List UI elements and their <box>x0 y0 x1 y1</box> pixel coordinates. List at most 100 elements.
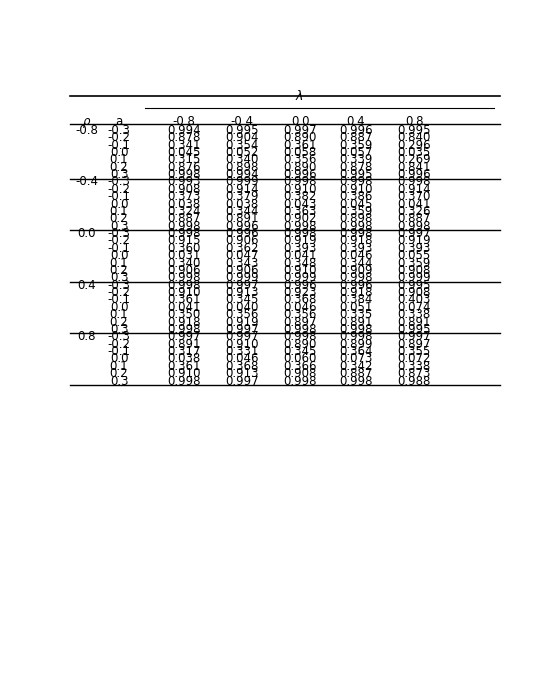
Text: 0.898: 0.898 <box>225 161 259 174</box>
Text: 0.876: 0.876 <box>167 161 201 174</box>
Text: 0.913: 0.913 <box>225 367 259 380</box>
Text: 0.382: 0.382 <box>284 190 317 203</box>
Text: 0.998: 0.998 <box>167 375 201 387</box>
Text: 0.890: 0.890 <box>284 161 317 174</box>
Text: a: a <box>116 115 123 128</box>
Text: 0.361: 0.361 <box>283 139 317 151</box>
Text: ρ: ρ <box>83 115 91 128</box>
Text: 0.909: 0.909 <box>339 264 373 277</box>
Text: 0.919: 0.919 <box>283 235 317 248</box>
Text: 0.998: 0.998 <box>167 279 201 291</box>
Text: -0.8: -0.8 <box>172 115 195 128</box>
Text: 0.370: 0.370 <box>398 190 431 203</box>
Text: 0.910: 0.910 <box>225 338 259 350</box>
Text: 0.0: 0.0 <box>110 146 128 159</box>
Text: 0.998: 0.998 <box>167 323 201 336</box>
Text: 0.296: 0.296 <box>398 139 431 151</box>
Text: 0.041: 0.041 <box>167 301 201 314</box>
Text: 0.2: 0.2 <box>110 367 128 380</box>
Text: 0.998: 0.998 <box>339 227 373 240</box>
Text: 0.060: 0.060 <box>284 353 317 366</box>
Text: 0.356: 0.356 <box>284 153 317 167</box>
Text: 0.995: 0.995 <box>339 168 373 181</box>
Text: 0.996: 0.996 <box>283 279 317 291</box>
Text: 0.2: 0.2 <box>110 161 128 174</box>
Text: 0.2: 0.2 <box>110 316 128 328</box>
Text: 0.997: 0.997 <box>398 227 431 240</box>
Text: 0.340: 0.340 <box>167 257 200 269</box>
Text: 0.038: 0.038 <box>167 353 200 366</box>
Text: 0.379: 0.379 <box>225 190 259 203</box>
Text: 0.035: 0.035 <box>398 146 431 159</box>
Text: 0.362: 0.362 <box>225 242 259 255</box>
Text: 0.994: 0.994 <box>167 124 201 137</box>
Text: 0.359: 0.359 <box>398 257 431 269</box>
Text: 0.910: 0.910 <box>167 286 201 299</box>
Text: 0.269: 0.269 <box>398 153 431 167</box>
Text: 0.999: 0.999 <box>225 176 259 189</box>
Text: 0.918: 0.918 <box>339 286 373 299</box>
Text: 0.996: 0.996 <box>225 220 259 232</box>
Text: 0.057: 0.057 <box>339 146 373 159</box>
Text: 0.997: 0.997 <box>225 279 259 291</box>
Text: 0.041: 0.041 <box>398 198 431 210</box>
Text: 0.4: 0.4 <box>77 279 96 291</box>
Text: 0.0: 0.0 <box>110 249 128 262</box>
Text: 0.046: 0.046 <box>225 353 259 366</box>
Text: -0.4: -0.4 <box>230 115 254 128</box>
Text: 0.045: 0.045 <box>339 198 373 210</box>
Text: 0.887: 0.887 <box>339 131 373 144</box>
Text: 0.1: 0.1 <box>110 257 128 269</box>
Text: 0.915: 0.915 <box>167 235 201 248</box>
Text: -0.1: -0.1 <box>107 242 131 255</box>
Text: 0.356: 0.356 <box>284 308 317 321</box>
Text: 0.910: 0.910 <box>283 183 317 196</box>
Text: 0.997: 0.997 <box>283 124 317 137</box>
Text: 0.998: 0.998 <box>283 330 317 344</box>
Text: 0.2: 0.2 <box>110 264 128 277</box>
Text: 0.393: 0.393 <box>284 242 317 255</box>
Text: 0.338: 0.338 <box>398 308 431 321</box>
Text: 0.338: 0.338 <box>398 359 431 373</box>
Text: 0.890: 0.890 <box>284 338 317 350</box>
Text: 0.998: 0.998 <box>398 220 431 232</box>
Text: 0.031: 0.031 <box>167 249 200 262</box>
Text: -0.1: -0.1 <box>107 345 131 358</box>
Text: 0.386: 0.386 <box>339 190 373 203</box>
Text: 0.0: 0.0 <box>110 353 128 366</box>
Text: 0.873: 0.873 <box>398 367 431 380</box>
Text: 0.996: 0.996 <box>283 168 317 181</box>
Text: 0.0: 0.0 <box>291 115 309 128</box>
Text: 0.998: 0.998 <box>167 168 201 181</box>
Text: 0.919: 0.919 <box>225 316 259 328</box>
Text: 0.997: 0.997 <box>225 330 259 344</box>
Text: 0.364: 0.364 <box>339 345 373 358</box>
Text: 0.317: 0.317 <box>167 345 201 358</box>
Text: -0.2: -0.2 <box>107 338 131 350</box>
Text: 0.043: 0.043 <box>284 198 317 210</box>
Text: 0.902: 0.902 <box>283 212 317 226</box>
Text: 0.3: 0.3 <box>110 271 128 285</box>
Text: 0.910: 0.910 <box>339 183 373 196</box>
Text: 0.998: 0.998 <box>283 220 317 232</box>
Text: 0.841: 0.841 <box>398 161 431 174</box>
Text: 0.343: 0.343 <box>225 257 259 269</box>
Text: 0.342: 0.342 <box>339 359 373 373</box>
Text: -0.1: -0.1 <box>107 139 131 151</box>
Text: 0.073: 0.073 <box>339 353 373 366</box>
Text: 0.8: 0.8 <box>405 115 424 128</box>
Text: 0.999: 0.999 <box>225 271 259 285</box>
Text: 0.368: 0.368 <box>284 294 317 307</box>
Text: -0.1: -0.1 <box>107 190 131 203</box>
Text: λ: λ <box>295 90 302 103</box>
Text: 0.058: 0.058 <box>284 146 317 159</box>
Text: 0.345: 0.345 <box>225 294 259 307</box>
Text: 0.914: 0.914 <box>398 183 431 196</box>
Text: 0.363: 0.363 <box>284 205 317 218</box>
Text: 0.3: 0.3 <box>110 220 128 232</box>
Text: 0.350: 0.350 <box>167 308 200 321</box>
Text: 0.995: 0.995 <box>225 124 259 137</box>
Text: -0.3: -0.3 <box>108 176 131 189</box>
Text: 0.998: 0.998 <box>339 375 373 387</box>
Text: 0.339: 0.339 <box>339 153 373 167</box>
